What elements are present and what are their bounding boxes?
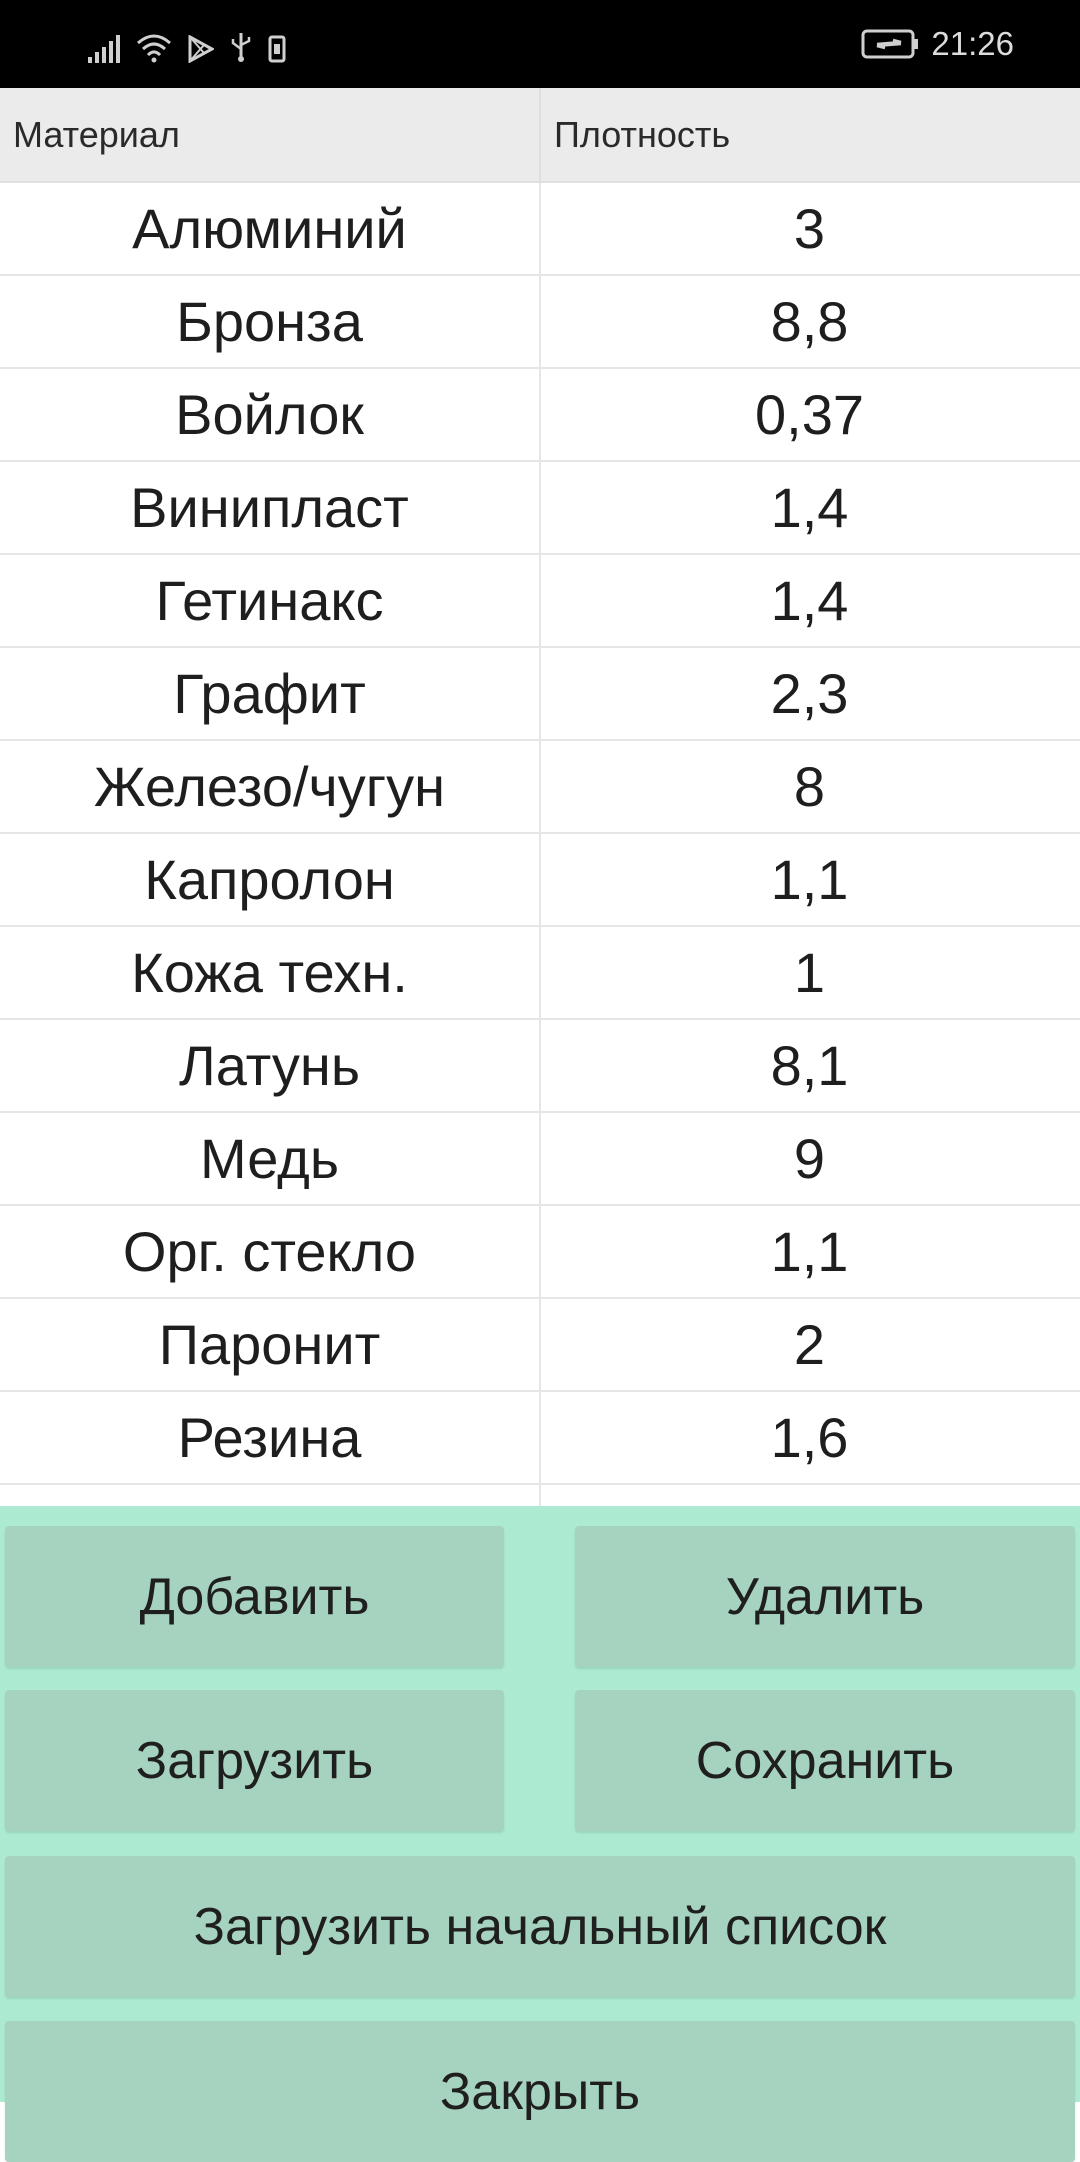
material-cell[interactable]: Паронит [158, 1313, 381, 1376]
table-row[interactable]: Бронза 8,8 [0, 276, 1080, 369]
save-button[interactable]: Сохранить [575, 1690, 1075, 1831]
table-row[interactable]: Винипласт 1,4 [0, 462, 1080, 555]
battery-charging-icon [861, 29, 919, 59]
density-cell[interactable]: 8,8 [539, 276, 1078, 367]
density-cell[interactable]: 8,1 [539, 1020, 1078, 1111]
material-cell[interactable]: Войлок [175, 383, 364, 446]
density-cell[interactable]: 1,6 [539, 1392, 1078, 1483]
density-cell[interactable]: 0,37 [539, 369, 1078, 460]
table-row[interactable]: Медь 9 [0, 1113, 1080, 1206]
play-store-icon [188, 35, 214, 63]
material-cell[interactable]: Винипласт [130, 476, 409, 539]
table-row[interactable]: Орг. стекло 1,1 [0, 1206, 1080, 1299]
table-row[interactable]: Графит 2,3 [0, 648, 1080, 741]
table-row[interactable]: Железо/чугун 8 [0, 741, 1080, 834]
column-header-material[interactable]: Материал [13, 113, 180, 155]
status-time: 21:26 [931, 25, 1014, 62]
button-panel: Добавить Удалить Загрузить Сохранить Заг… [0, 1506, 1080, 2162]
density-cell[interactable] [539, 1485, 1078, 1506]
material-cell[interactable]: Гетинакс [155, 569, 384, 632]
density-cell[interactable]: 1,4 [539, 555, 1078, 646]
table-row[interactable] [0, 1485, 1080, 1506]
material-cell[interactable]: Латунь [178, 1034, 361, 1097]
signal-icon [88, 35, 120, 63]
material-cell[interactable]: Орг. стекло [122, 1220, 417, 1283]
wifi-icon [136, 33, 172, 63]
column-header-density[interactable]: Плотность [539, 88, 1078, 181]
density-cell[interactable]: 8 [539, 741, 1078, 832]
material-cell[interactable]: Графит [173, 662, 366, 725]
material-cell[interactable]: Бронза [176, 290, 363, 353]
table-row[interactable]: Латунь 8,1 [0, 1020, 1080, 1113]
table-row[interactable]: Кожа техн. 1 [0, 927, 1080, 1020]
status-right: 21:26 [861, 22, 1014, 66]
table-row[interactable]: Паронит 2 [0, 1299, 1080, 1392]
material-cell[interactable]: Алюминий [132, 197, 407, 260]
table-row[interactable]: Алюминий 3 [0, 183, 1080, 276]
delete-button[interactable]: Удалить [575, 1526, 1075, 1667]
sim-icon [268, 35, 286, 63]
table-body: Алюминий 3 Бронза 8,8 Войлок 0,37 Винипласт 1,4… [0, 183, 1080, 1506]
table-row[interactable]: Войлок 0,37 [0, 369, 1080, 462]
density-cell[interactable]: 2 [539, 1299, 1078, 1390]
density-cell[interactable]: 3 [539, 183, 1078, 274]
density-cell[interactable]: 1,4 [539, 462, 1078, 553]
materials-table: Материал Плотность Алюминий 3 Бронза 8,8 Вой… [0, 88, 1080, 1506]
table-row[interactable]: Резина 1,6 [0, 1392, 1080, 1485]
usb-icon [230, 31, 252, 63]
material-cell[interactable]: Железо/чугун [93, 755, 446, 818]
status-icons [88, 27, 286, 63]
table-row[interactable]: Капролон 1,1 [0, 834, 1080, 927]
material-cell[interactable]: Кожа техн. [131, 941, 408, 1004]
add-button[interactable]: Добавить [5, 1526, 504, 1667]
density-cell[interactable]: 9 [539, 1113, 1078, 1204]
close-button[interactable]: Закрыть [5, 2021, 1075, 2162]
density-cell[interactable]: 1 [539, 927, 1078, 1018]
load-button[interactable]: Загрузить [5, 1690, 504, 1831]
density-cell[interactable]: 1,1 [539, 1206, 1078, 1297]
density-cell[interactable]: 1,1 [539, 834, 1078, 925]
status-bar: 21:26 [0, 0, 1080, 88]
material-cell[interactable]: Капролон [144, 848, 395, 911]
material-cell[interactable]: Медь [199, 1127, 340, 1190]
table-row[interactable]: Гетинакс 1,4 [0, 555, 1080, 648]
load-default-list-button[interactable]: Загрузить начальный список [5, 1856, 1075, 1997]
material-cell[interactable] [0, 1485, 539, 1506]
density-cell[interactable]: 2,3 [539, 648, 1078, 739]
material-cell[interactable]: Резина [177, 1406, 362, 1469]
table-header: Материал Плотность [0, 88, 1080, 183]
